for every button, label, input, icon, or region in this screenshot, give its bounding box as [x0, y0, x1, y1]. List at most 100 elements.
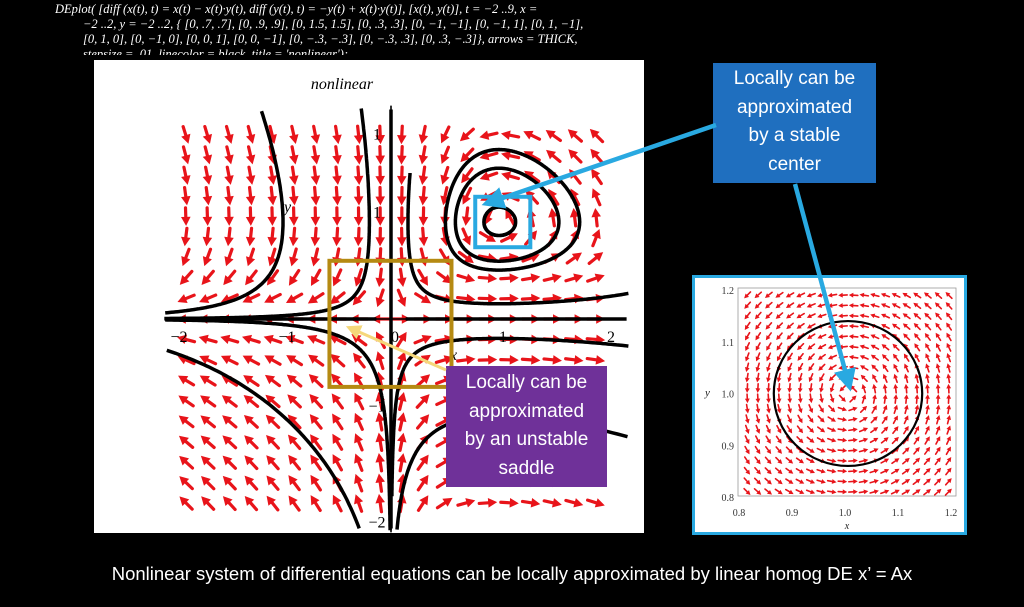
field-arrow — [181, 185, 191, 206]
inset-field-arrow — [882, 404, 888, 414]
field-arrow — [397, 124, 407, 145]
inset-field-arrow — [776, 393, 782, 404]
inset-field-arrow — [881, 426, 889, 434]
inset-field-arrow — [912, 457, 921, 465]
inset-field-arrow — [946, 332, 952, 342]
field-arrow — [222, 435, 238, 450]
inset-field-arrow — [827, 416, 836, 422]
inset-field-arrow — [892, 353, 900, 362]
field-arrow — [242, 355, 261, 366]
inset-field-arrow — [776, 342, 783, 351]
field-arrow — [245, 185, 256, 206]
field-arrow — [477, 293, 498, 304]
inset-field-arrow — [848, 458, 858, 464]
inset-field-arrow — [807, 414, 814, 424]
inset-field-arrow — [744, 393, 750, 404]
field-arrow — [310, 145, 321, 165]
field-arrow — [201, 476, 216, 491]
inset-field-arrow — [945, 312, 953, 321]
inset-field-arrow — [745, 352, 750, 362]
inset-field-arrow — [765, 445, 772, 455]
field-arrow — [264, 292, 282, 303]
inset-field-arrow — [891, 458, 900, 465]
inset-field-arrow — [859, 292, 870, 298]
inset-field-arrow — [892, 415, 898, 425]
inset-field-arrow — [890, 489, 900, 495]
field-arrow — [267, 185, 277, 206]
field-arrow — [500, 232, 518, 243]
field-arrow — [310, 268, 322, 286]
inset-field-arrow — [848, 448, 858, 453]
inset-field-arrow — [881, 324, 890, 330]
field-arrow — [288, 495, 301, 512]
inset-field-arrow — [859, 344, 869, 350]
inset-field-arrow — [935, 425, 941, 435]
inset-field-arrow — [797, 414, 803, 424]
field-arrow — [310, 474, 322, 492]
field-arrow — [198, 334, 218, 345]
inset-field-arrow — [901, 468, 910, 475]
inset-field-arrow — [776, 424, 782, 434]
field-arrow — [542, 498, 562, 508]
inset-field-arrow — [925, 394, 930, 404]
inset-field-arrow — [870, 344, 880, 350]
inset-field-arrow — [925, 343, 931, 352]
inset-field-arrow — [766, 403, 771, 414]
inset-field-arrow — [848, 427, 858, 433]
inset-field-arrow — [859, 323, 870, 329]
inset-field-arrow — [837, 406, 847, 412]
inset-field-arrow — [870, 292, 880, 298]
inset-field-arrow — [766, 342, 772, 351]
inset-field-arrow — [881, 344, 890, 351]
inset-field-arrow — [858, 468, 869, 474]
inset-field-arrow — [946, 425, 951, 435]
inset-field-arrow — [787, 414, 792, 424]
field-arrow — [202, 145, 213, 165]
trajectory-curve — [165, 110, 285, 315]
inset-field-arrow — [826, 448, 837, 453]
field-arrow — [520, 273, 541, 283]
field-arrow — [564, 498, 584, 508]
field-arrow — [244, 455, 259, 471]
inset-field-arrow — [871, 364, 879, 372]
field-arrow — [354, 453, 364, 472]
inset-field-arrow — [849, 395, 857, 403]
field-arrow — [456, 273, 476, 283]
inset-field-arrow — [755, 424, 761, 434]
inset-field-arrow — [872, 374, 878, 383]
inset-field-arrow — [764, 291, 773, 298]
field-arrow — [414, 292, 432, 304]
inset-field-arrow — [858, 489, 869, 495]
inset-field-arrow — [914, 383, 920, 394]
field-arrow — [505, 209, 516, 227]
field-arrow — [354, 494, 364, 513]
inset-field-arrow — [870, 303, 880, 308]
callout-line: Locally can be — [733, 68, 856, 89]
inset-field-arrow — [923, 457, 931, 465]
field-arrow — [202, 185, 213, 206]
inset-field-arrow — [765, 322, 773, 330]
inset-field-arrow — [946, 394, 952, 404]
inset-field-arrow — [935, 322, 942, 331]
inset-field-arrow — [795, 468, 805, 474]
field-arrow — [181, 125, 191, 144]
field-arrow — [178, 435, 195, 449]
field-arrow — [264, 374, 282, 388]
field-arrow — [179, 455, 195, 470]
inset-field-arrow — [914, 343, 921, 352]
field-arrow — [245, 226, 256, 247]
inset-field-arrow — [935, 383, 941, 394]
field-arrow — [287, 394, 302, 409]
inset-y-tick-label: 1.1 — [722, 338, 735, 349]
field-arrow — [310, 124, 321, 145]
inset-field-arrow — [743, 466, 751, 475]
inset-field-arrow — [744, 414, 750, 424]
inset-field-arrow — [775, 291, 784, 298]
field-arrow — [310, 185, 321, 206]
field-arrow — [397, 206, 407, 226]
inset-field-arrow — [838, 394, 846, 402]
inset-field-arrow — [775, 435, 782, 444]
field-arrow — [418, 145, 429, 165]
field-arrow — [520, 355, 541, 365]
callout-line: by an unstable — [464, 429, 589, 450]
